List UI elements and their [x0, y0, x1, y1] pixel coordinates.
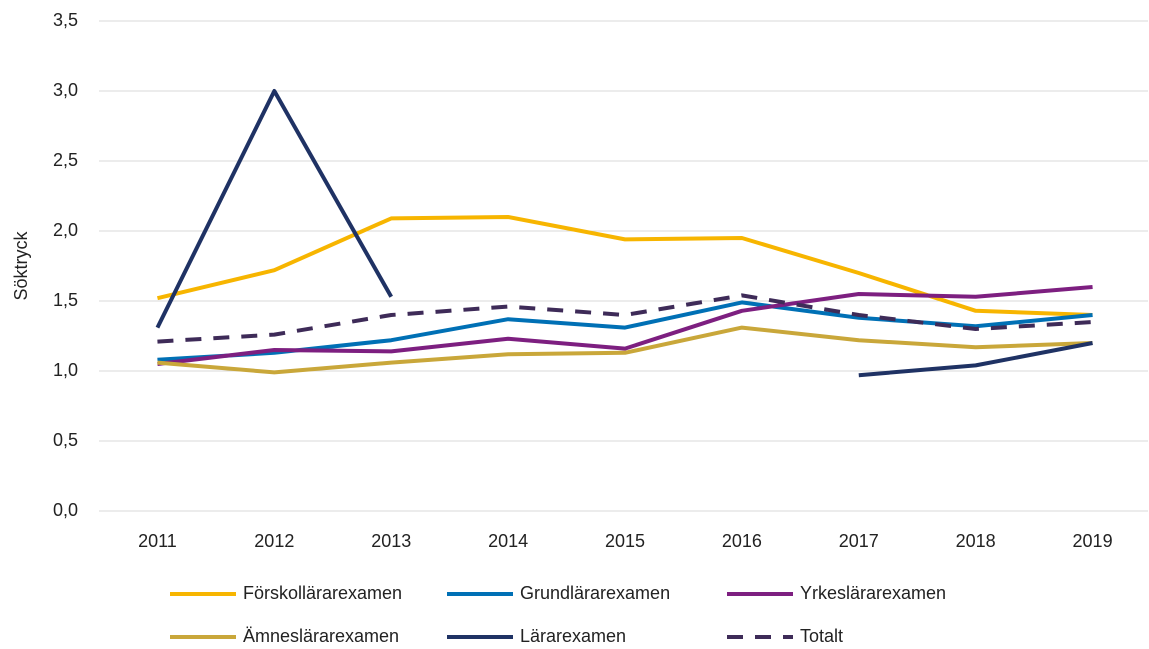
y-tick-label: 0,0 [53, 500, 78, 520]
x-tick-label: 2011 [138, 531, 177, 551]
x-tick-label: 2013 [371, 531, 411, 551]
x-tick-label: 2019 [1073, 531, 1113, 551]
y-axis-label: Söktryck [11, 230, 31, 300]
x-tick-label: 2016 [722, 531, 762, 551]
x-tick-label: 2017 [839, 531, 879, 551]
series-line [157, 325, 1093, 375]
y-tick-label: 1,0 [53, 360, 78, 380]
y-tick-label: 3,5 [53, 10, 78, 30]
legend-label: Lärarexamen [520, 626, 626, 646]
y-tick-label: 2,5 [53, 150, 78, 170]
x-tick-label: 2015 [605, 531, 645, 551]
legend-label: Förskollärarexamen [243, 583, 402, 603]
x-tick-label: 2018 [956, 531, 996, 551]
legend-label: Grundlärarexamen [520, 583, 670, 603]
y-tick-label: 1,5 [53, 290, 78, 310]
legend-label: Totalt [800, 626, 843, 646]
x-tick-label: 2014 [488, 531, 528, 551]
legend-label: Yrkeslärarexamen [800, 583, 946, 603]
y-tick-label: 0,5 [53, 430, 78, 450]
series-line [156, 215, 1093, 317]
y-tick-label: 3,0 [53, 80, 78, 100]
series-line [155, 89, 1093, 378]
x-tick-label: 2012 [254, 531, 294, 551]
series-line [157, 285, 1093, 366]
y-tick-label: 2,0 [53, 220, 78, 240]
series-line [157, 293, 1093, 344]
legend-label: Ämneslärarexamen [243, 626, 399, 646]
